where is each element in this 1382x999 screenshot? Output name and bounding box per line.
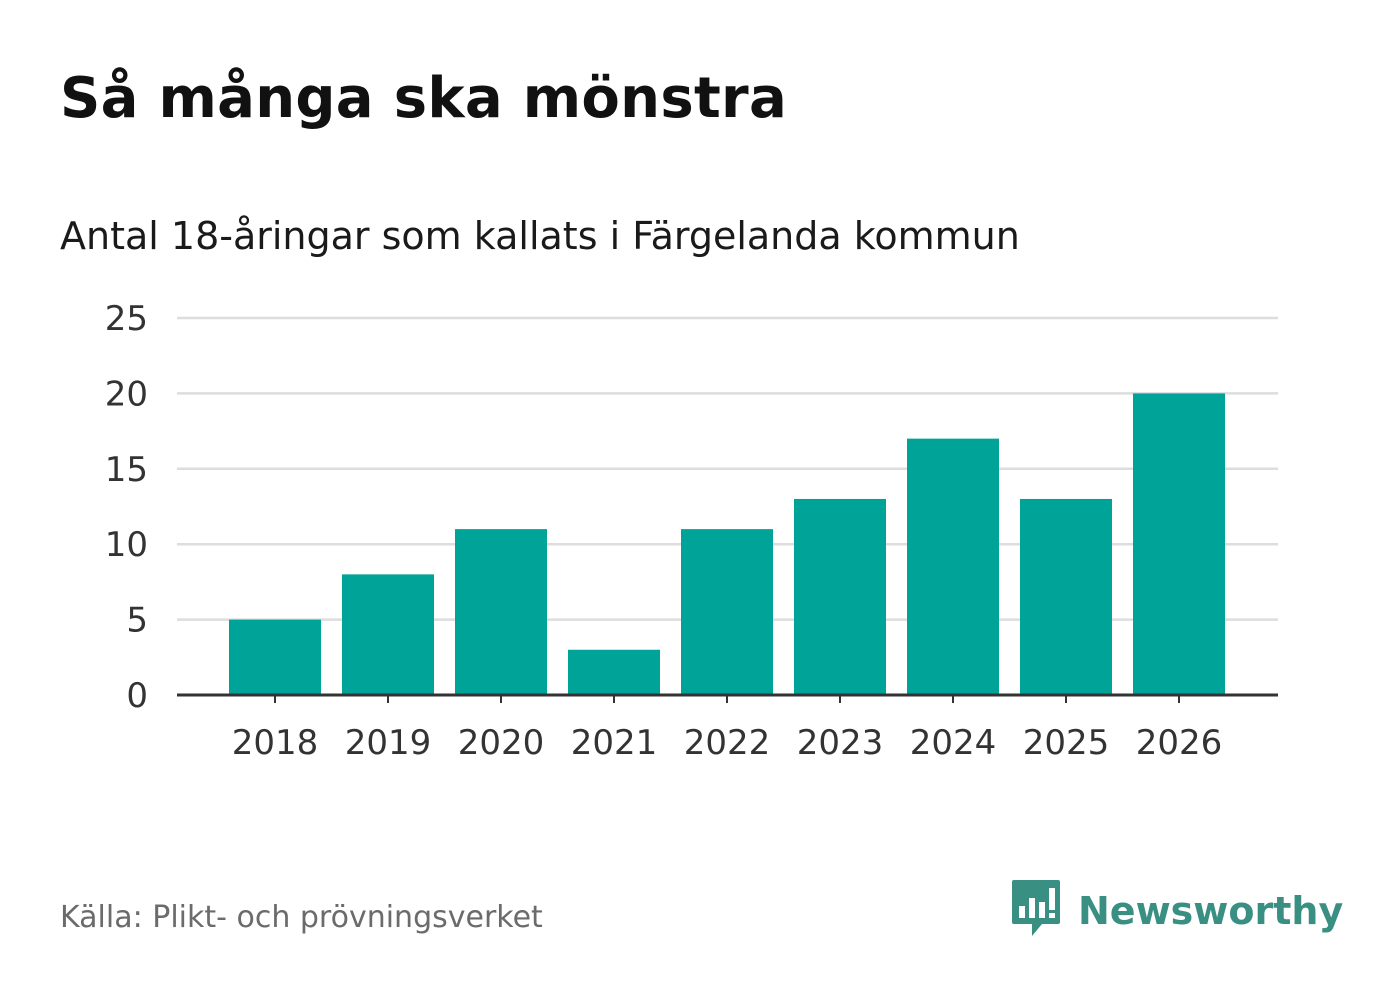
y-tick-label: 25 — [105, 299, 148, 339]
chart-subtitle: Antal 18-åringar som kallats i Färgeland… — [60, 214, 1020, 258]
y-tick-label: 10 — [105, 525, 148, 565]
brand-logo: Newsworthy — [1010, 878, 1343, 944]
y-tick-label: 20 — [105, 374, 148, 414]
x-tick-label: 2023 — [797, 723, 884, 763]
bar-2023 — [794, 498, 886, 695]
bar-2025 — [1020, 498, 1112, 695]
x-tick-label: 2022 — [684, 723, 771, 763]
bar-2022 — [681, 529, 773, 695]
y-tick-label: 15 — [105, 450, 148, 490]
x-tick-label: 2020 — [458, 723, 545, 763]
bar-2021 — [568, 649, 660, 695]
x-tick-label: 2025 — [1023, 723, 1110, 763]
bar-2026 — [1133, 393, 1225, 695]
bars — [229, 393, 1225, 695]
source-note: Källa: Plikt- och prövningsverket — [60, 900, 543, 935]
bar-2020 — [455, 529, 547, 695]
newsworthy-logo-icon — [1010, 878, 1062, 944]
y-tick-label: 5 — [126, 601, 148, 641]
bar-2018 — [229, 619, 321, 695]
y-tick-label: 0 — [126, 676, 148, 716]
x-tick-label: 2018 — [232, 723, 319, 763]
x-tick-label: 2019 — [345, 723, 432, 763]
x-tick-label: 2021 — [571, 723, 658, 763]
bar-2024 — [907, 438, 999, 695]
bar-2019 — [342, 574, 434, 695]
x-tick-label: 2026 — [1136, 723, 1223, 763]
chart-title: Så många ska mönstra — [60, 66, 788, 131]
brand-name: Newsworthy — [1078, 889, 1344, 933]
x-tick-label: 2024 — [910, 723, 997, 763]
axes — [177, 693, 1278, 703]
